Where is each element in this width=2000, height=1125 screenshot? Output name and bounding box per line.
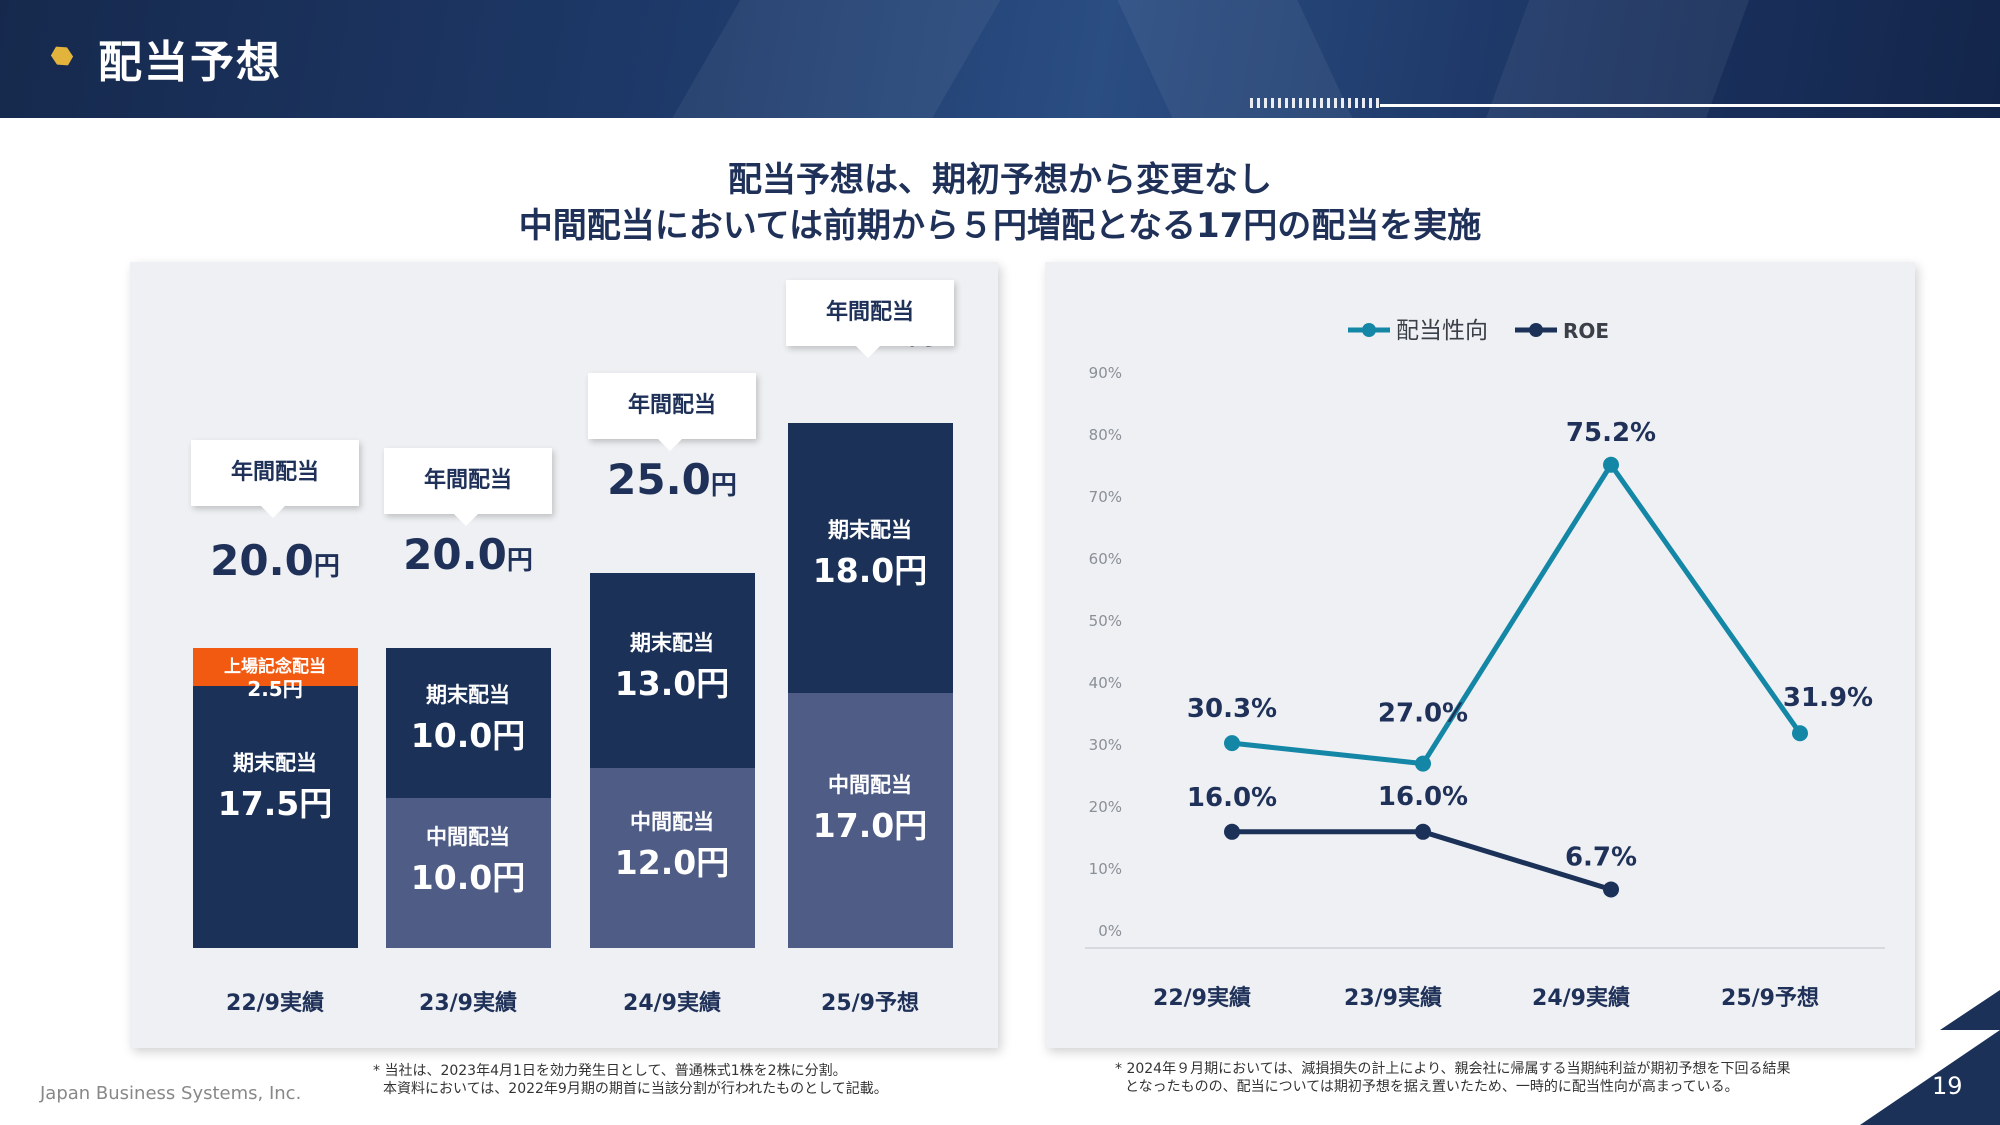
data-label: 30.3%	[1187, 694, 1277, 724]
y-tick-label: 20%	[1089, 798, 1122, 816]
y-tick-label: 70%	[1089, 488, 1122, 506]
x-axis-label: 22/9実績	[226, 991, 324, 1016]
bar-segment-year_end: 期末配当 10.0円	[385, 648, 551, 798]
y-tick-label: 90%	[1089, 364, 1122, 382]
bar-segment-interim: 中間配当 10.0円	[385, 798, 551, 948]
data-point	[1224, 735, 1240, 752]
bar-segment-interim: 中間配当 12.0円	[589, 768, 755, 948]
page-title: 配当予想	[98, 37, 282, 88]
legend-label: 配当性向	[1396, 318, 1488, 344]
company-name: Japan Business Systems, Inc.	[40, 1083, 302, 1104]
bar-total-label: 20.0円	[403, 530, 533, 579]
data-point	[1224, 823, 1240, 840]
note-left-1: * 当社は、2023年4月1日を効力発生日として、普通株式1株を2株に分割。	[373, 1063, 847, 1079]
series-line-payout-ratio	[1231, 462, 1803, 767]
bar-segment-year_end: 期末配当 17.5円	[192, 685, 358, 948]
header-dots	[1250, 98, 1380, 108]
header-rule	[1380, 104, 2000, 107]
x-axis-label: 25/9予想	[821, 991, 919, 1016]
data-label: 75.2%	[1566, 418, 1656, 448]
x-axis-label: 22/9実績	[1153, 985, 1251, 1011]
x-axis-label: 25/9予想	[1721, 986, 1819, 1011]
data-point	[1415, 823, 1431, 840]
x-axis-label: 24/9実績	[1532, 985, 1630, 1011]
y-tick-label: 50%	[1089, 612, 1122, 630]
data-label: 6.7%	[1565, 842, 1637, 872]
annual-dividend-callout: 年間配当	[384, 448, 552, 526]
header-band: 配当予想	[0, 0, 2000, 118]
bar-segment-interim: 中間配当 17.0円	[787, 693, 953, 948]
note-right-2: となったものの、配当については期初予想を据え置いたため、一時的に配当性向が高まっ…	[1125, 1079, 1739, 1095]
bar-segment-commemorative: 上場記念配当 2.5円	[192, 648, 358, 701]
data-point	[1415, 755, 1431, 772]
note-right-1: * 2024年９月期においては、減損損失の計上により、親会社に帰属する当期純利益…	[1115, 1061, 1791, 1077]
bar-segment-label: 上場記念配当 2.5円	[224, 657, 326, 701]
data-label: 16.0%	[1378, 782, 1468, 812]
data-point	[1603, 456, 1619, 473]
annual-dividend-callout: 年間配当	[588, 373, 756, 451]
annual-dividend-callout: 年間配当	[786, 280, 954, 358]
y-tick-label: 10%	[1089, 860, 1122, 878]
bar-segment-label: 期末配当 17.5円	[217, 750, 333, 823]
data-label: 27.0%	[1378, 699, 1468, 729]
legend-swatch-marker	[1362, 323, 1376, 337]
series-line-roe	[1232, 829, 1612, 892]
bar-segment-label: 中間配当 10.0円	[410, 825, 526, 897]
y-tick-label: 30%	[1089, 736, 1122, 754]
bar-segment-label: 期末配当 18.0円	[812, 518, 928, 590]
x-axis-label: 23/9実績	[1344, 985, 1442, 1011]
headline-line-2: 中間配当においては前期から５円増配となる17円の配当を実施	[518, 206, 1482, 246]
bar-total-label: 25.0円	[607, 455, 737, 504]
bar-segment-year_end: 期末配当 18.0円	[787, 423, 953, 693]
legend-swatch-marker	[1529, 323, 1543, 337]
bar-segment-label: 中間配当 17.0円	[812, 772, 928, 845]
y-tick-label: 40%	[1089, 674, 1122, 692]
bar-segment-label: 期末配当 10.0円	[410, 683, 526, 755]
note-left-2: 本資料においては、2022年9月期の期首に当該分割が行われたものとして記載。	[383, 1081, 888, 1097]
y-tick-label: 80%	[1089, 426, 1122, 444]
ratio-chart-panel	[1045, 262, 1915, 1048]
legend-label: ROE	[1563, 319, 1609, 343]
page-number: 19	[1932, 1072, 1963, 1100]
data-label: 31.9%	[1783, 683, 1873, 713]
annual-dividend-callout: 年間配当	[191, 440, 359, 518]
y-tick-label: 60%	[1089, 550, 1122, 568]
y-tick-label: 0%	[1098, 922, 1122, 940]
bar-segment-label: 中間配当 12.0円	[614, 810, 730, 882]
x-axis-label: 24/9実績	[623, 991, 721, 1016]
bar-total-label: 20.0円	[210, 536, 340, 585]
headline-line-1: 配当予想は、期初予想から変更なし	[728, 160, 1272, 200]
data-point	[1603, 881, 1619, 898]
x-axis-label: 23/9実績	[419, 991, 517, 1016]
bar-segment-label: 期末配当 13.0円	[614, 630, 730, 703]
data-label: 16.0%	[1187, 783, 1277, 813]
data-point	[1792, 725, 1808, 742]
bar-segment-year_end: 期末配当 13.0円	[589, 573, 755, 768]
